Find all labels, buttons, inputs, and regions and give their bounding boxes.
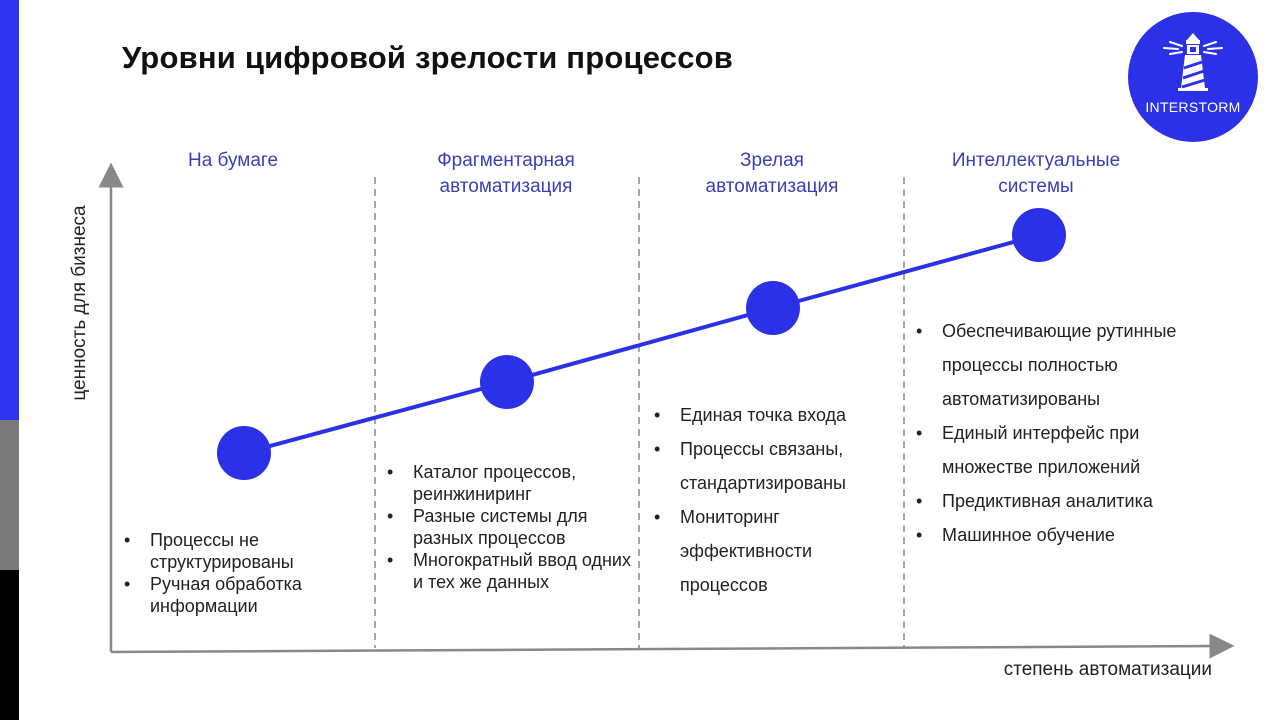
list-item: Единый интерфейс при множестве приложени…	[912, 416, 1212, 484]
lighthouse-icon	[1163, 33, 1223, 91]
stage-title-intelligent: Интеллектуальные системы	[916, 148, 1156, 200]
logo-text: INTERSTORM	[1145, 99, 1241, 115]
stage-title-fragmented: Фрагментарная автоматизация	[396, 148, 616, 200]
y-axis-label: ценность для бизнеса	[69, 205, 90, 401]
maturity-trend-line	[243, 233, 1040, 455]
stage-title-line: На бумаге	[187, 150, 279, 171]
list-item: Многократный ввод одних и тех же данных	[383, 549, 633, 593]
stage-marker-3	[746, 281, 800, 335]
sidebar-accent-black	[0, 570, 19, 720]
list-item: Предиктивная аналитика	[912, 484, 1212, 518]
sidebar-accent-grey	[0, 420, 19, 570]
stage-title-line: автоматизация	[439, 176, 573, 197]
stage-title-line: системы	[998, 176, 1074, 197]
list-item: Обеспечивающие рутинные процессы полност…	[912, 314, 1212, 416]
stage-marker-4	[1012, 208, 1066, 262]
stage-title-line: Зрелая	[740, 150, 804, 171]
stage-title-line: автоматизация	[705, 176, 839, 197]
stage-marker-2	[480, 355, 534, 409]
stage-title-paper: На бумаге	[133, 148, 333, 174]
list-item: Единая точка входа	[650, 398, 900, 432]
list-item: Процессы не структурированы	[120, 529, 360, 573]
slide-title: Уровни цифровой зрелости процессов	[122, 40, 734, 75]
list-item: Ручная обработка информации	[120, 573, 360, 617]
stage-bullets-mature: Единая точка входа Процессы связаны, ста…	[650, 398, 900, 602]
list-item: Разные системы для разных процессов	[383, 505, 633, 549]
logo-badge: INTERSTORM	[1128, 12, 1258, 142]
x-axis-label: степень автоматизации	[1003, 659, 1212, 680]
stage-bullets-paper: Процессы не структурированы Ручная обраб…	[120, 529, 360, 617]
list-item: Процессы связаны, стандартизированы	[650, 432, 900, 500]
sidebar-accent-blue	[0, 0, 19, 420]
stage-bullets-fragmented: Каталог процессов, реинжиниринг Разные с…	[383, 461, 633, 593]
stage-title-mature: Зрелая автоматизация	[662, 148, 882, 200]
stage-marker-1	[217, 426, 271, 480]
stage-bullets-intelligent: Обеспечивающие рутинные процессы полност…	[912, 314, 1212, 552]
stage-title-line: Фрагментарная	[437, 150, 575, 171]
list-item: Машинное обучение	[912, 518, 1212, 552]
list-item: Каталог процессов, реинжиниринг	[383, 461, 633, 505]
list-item: Мониторинг эффективности процессов	[650, 500, 900, 602]
stage-title-line: Интеллектуальные	[951, 150, 1121, 171]
x-axis	[110, 633, 1235, 659]
